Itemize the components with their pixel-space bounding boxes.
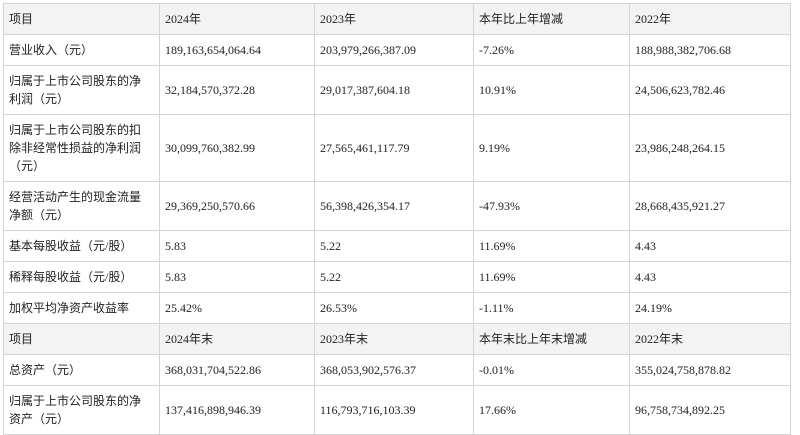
data-row: 总资产（元） 368,031,704,522.86 368,053,902,576.… xyxy=(3,354,791,386)
cell: 11.69% xyxy=(473,230,630,262)
cell: 24.19% xyxy=(629,292,791,324)
header-cell: 项目 xyxy=(3,3,160,35)
cell: 11.69% xyxy=(473,261,630,293)
data-row: 稀释每股收益（元/股） 5.83 5.22 11.69% 4.43 xyxy=(3,261,791,293)
cell: 10.91% xyxy=(473,65,630,115)
cell: 137,416,898,946.39 xyxy=(159,385,315,435)
header-cell: 2024年末 xyxy=(159,323,315,355)
cell: 5.22 xyxy=(314,261,474,293)
header-cell: 本年比上年增减 xyxy=(473,3,630,35)
cell: 25.42% xyxy=(159,292,315,324)
cell: 29,369,250,570.66 xyxy=(159,181,315,231)
table-container: 项目 2024年 2023年 本年比上年增减 2022年 营业收入（元） 189,163,6… xyxy=(3,3,791,435)
data-row: 经营活动产生的现金流量净额（元） 29,369,250,570.66 56,398,… xyxy=(3,181,791,231)
row-label: 基本每股收益（元/股） xyxy=(3,230,160,262)
cell: 96,758,734,892.25 xyxy=(629,385,791,435)
row-label: 归属于上市公司股东的净资产（元） xyxy=(3,385,160,435)
header-row: 项目 2024年 2023年 本年比上年增减 2022年 xyxy=(3,3,791,35)
cell: 4.43 xyxy=(629,230,791,262)
cell: 27,565,461,117.79 xyxy=(314,114,474,182)
cell: 5.22 xyxy=(314,230,474,262)
data-row: 加权平均净资产收益率 25.42% 26.53% -1.11% 24.19% xyxy=(3,292,791,324)
data-row: 营业收入（元） 189,163,654,064.64 203,979,266,387… xyxy=(3,34,791,66)
row-label: 加权平均净资产收益率 xyxy=(3,292,160,324)
cell: 24,506,623,782.46 xyxy=(629,65,791,115)
header-cell: 2022年 xyxy=(629,3,791,35)
cell: 56,398,426,354.17 xyxy=(314,181,474,231)
cell: 32,184,570,372.28 xyxy=(159,65,315,115)
cell: 5.83 xyxy=(159,261,315,293)
header-cell: 项目 xyxy=(3,323,160,355)
financial-table: 项目 2024年 2023年 本年比上年增减 2022年 营业收入（元） 189,163,6… xyxy=(3,3,791,435)
cell: -0.01% xyxy=(473,354,630,386)
row-label: 总资产（元） xyxy=(3,354,160,386)
data-row: 归属于上市公司股东的净资产（元） 137,416,898,946.39 116,79… xyxy=(3,385,791,435)
cell: 188,988,382,706.68 xyxy=(629,34,791,66)
page: 项目 2024年 2023年 本年比上年增减 2022年 营业收入（元） 189,163,6… xyxy=(3,3,791,435)
data-row: 归属于上市公司股东的净利润（元） 32,184,570,372.28 29,017,… xyxy=(3,65,791,115)
cell: -7.26% xyxy=(473,34,630,66)
row-label: 稀释每股收益（元/股） xyxy=(3,261,160,293)
header-cell: 2022年末 xyxy=(629,323,791,355)
cell: 28,668,435,921.27 xyxy=(629,181,791,231)
cell: 9.19% xyxy=(473,114,630,182)
cell: 368,031,704,522.86 xyxy=(159,354,315,386)
header-row: 项目 2024年末 2023年末 本年末比上年末增减 2022年末 xyxy=(3,323,791,355)
header-cell: 2024年 xyxy=(159,3,315,35)
cell: 368,053,902,576.37 xyxy=(314,354,474,386)
cell: 26.53% xyxy=(314,292,474,324)
cell: 203,979,266,387.09 xyxy=(314,34,474,66)
row-label: 归属于上市公司股东的扣除非经常性损益的净利润（元） xyxy=(3,114,160,182)
header-cell: 本年末比上年末增减 xyxy=(473,323,630,355)
cell: 189,163,654,064.64 xyxy=(159,34,315,66)
cell: 30,099,760,382.99 xyxy=(159,114,315,182)
header-cell: 2023年 xyxy=(314,3,474,35)
data-row: 归属于上市公司股东的扣除非经常性损益的净利润（元） 30,099,760,382.… xyxy=(3,114,791,182)
header-cell: 2023年末 xyxy=(314,323,474,355)
cell: 29,017,387,604.18 xyxy=(314,65,474,115)
cell: 5.83 xyxy=(159,230,315,262)
data-row: 基本每股收益（元/股） 5.83 5.22 11.69% 4.43 xyxy=(3,230,791,262)
cell: -47.93% xyxy=(473,181,630,231)
cell: 4.43 xyxy=(629,261,791,293)
row-label: 归属于上市公司股东的净利润（元） xyxy=(3,65,160,115)
cell: -1.11% xyxy=(473,292,630,324)
cell: 23,986,248,264.15 xyxy=(629,114,791,182)
row-label: 经营活动产生的现金流量净额（元） xyxy=(3,181,160,231)
cell: 17.66% xyxy=(473,385,630,435)
cell: 116,793,716,103.39 xyxy=(314,385,474,435)
cell: 355,024,758,878.82 xyxy=(629,354,791,386)
row-label: 营业收入（元） xyxy=(3,34,160,66)
